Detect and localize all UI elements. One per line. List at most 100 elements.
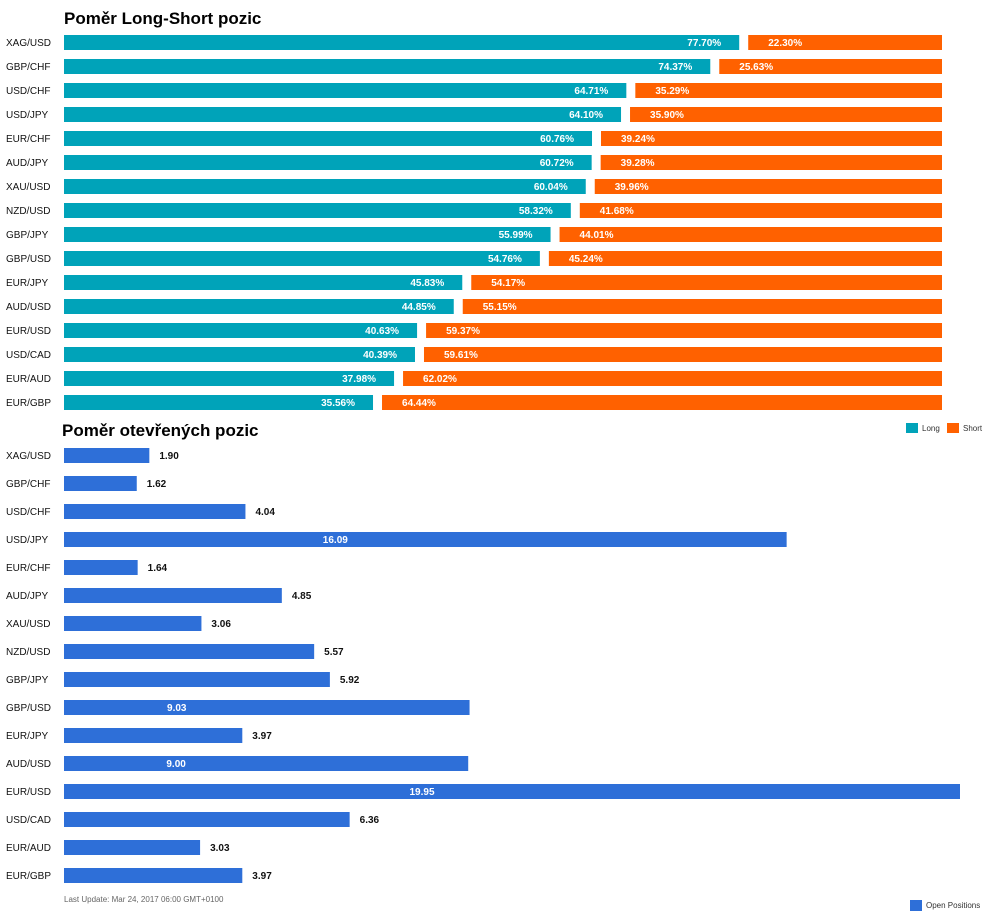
- ls-category-eur-gbp: EUR/GBP: [6, 398, 51, 409]
- op-category-xag-usd: XAG/USD: [6, 451, 51, 462]
- short-value-label: 44.01%: [580, 230, 614, 241]
- ls-category-eur-jpy: EUR/JPY: [6, 278, 49, 289]
- long-bar-aud-usd: [64, 299, 454, 314]
- long-value-label: 37.98%: [342, 374, 376, 385]
- short-bar-gbp-jpy: [559, 227, 942, 242]
- open-positions-bar-aud-usd: [64, 756, 469, 771]
- long-value-label: 35.56%: [321, 398, 355, 409]
- short-bar-xau-usd: [594, 179, 942, 194]
- op-category-gbp-chf: GBP/CHF: [6, 479, 50, 490]
- open-positions-chart: XAG/USD 1.90 GBP/CHF 1.62 USD/CHF 4.04 USD/JPY…: [6, 448, 960, 883]
- short-bar-nzd-usd: [579, 203, 942, 218]
- op-category-usd-chf: USD/CHF: [6, 507, 50, 518]
- last-update-note: Last Update: Mar 24, 2017 06:00 GMT+0100: [64, 895, 224, 904]
- short-value-label: 41.68%: [600, 206, 634, 217]
- op-category-aud-jpy: AUD/JPY: [6, 591, 49, 602]
- op-category-eur-gbp: EUR/GBP: [6, 871, 51, 882]
- ls-category-xau-usd: XAU/USD: [6, 182, 50, 193]
- ls-category-eur-chf: EUR/CHF: [6, 134, 50, 145]
- long-value-label: 40.39%: [363, 350, 397, 361]
- open-positions-bar-gbp-jpy: [64, 672, 330, 687]
- ls-category-gbp-chf: GBP/CHF: [6, 62, 50, 73]
- long-value-label: 60.04%: [534, 182, 568, 193]
- long-value-label: 44.85%: [402, 302, 436, 313]
- short-bar-usd-cad: [423, 347, 942, 362]
- ls-category-gbp-jpy: GBP/JPY: [6, 230, 49, 241]
- op-category-usd-jpy: USD/JPY: [6, 535, 49, 546]
- short-bar-usd-chf: [635, 83, 942, 98]
- long-bar-usd-chf: [64, 83, 627, 98]
- short-value-label: 22.30%: [768, 38, 802, 49]
- long-value-label: 64.71%: [574, 86, 608, 97]
- legend-swatch-long: [906, 423, 918, 433]
- open-positions-bar-eur-aud: [64, 840, 201, 855]
- short-value-label: 45.24%: [569, 254, 603, 265]
- ls-category-aud-jpy: AUD/JPY: [6, 158, 49, 169]
- open-positions-bar-gbp-usd: [64, 700, 470, 715]
- short-value-label: 55.15%: [483, 302, 517, 313]
- short-value-label: 59.37%: [446, 326, 480, 337]
- open-positions-value-label: 16.09: [323, 535, 348, 546]
- long-value-label: 58.32%: [519, 206, 553, 217]
- long-value-label: 77.70%: [687, 38, 721, 49]
- legend-label-long: Long: [922, 424, 940, 433]
- short-value-label: 62.02%: [423, 374, 457, 385]
- open-positions-value-label: 5.92: [340, 675, 360, 686]
- ls-category-eur-aud: EUR/AUD: [6, 374, 51, 385]
- open-positions-value-label: 6.36: [360, 815, 380, 826]
- ls-category-xag-usd: XAG/USD: [6, 38, 51, 49]
- open-positions-bar-eur-chf: [64, 560, 138, 575]
- short-bar-aud-jpy: [600, 155, 942, 170]
- open-positions-value-label: 3.97: [252, 731, 272, 742]
- long-short-chart-title: Poměr Long-Short pozic: [64, 9, 261, 28]
- op-category-usd-cad: USD/CAD: [6, 815, 51, 826]
- open-positions-bar-eur-usd: [64, 784, 960, 799]
- open-positions-value-label: 4.04: [255, 507, 275, 518]
- op-category-eur-jpy: EUR/JPY: [6, 731, 49, 742]
- op-category-aud-usd: AUD/USD: [6, 759, 51, 770]
- legend-label-open: Open Positions: [926, 901, 980, 910]
- ls-category-usd-cad: USD/CAD: [6, 350, 51, 361]
- ls-category-aud-usd: AUD/USD: [6, 302, 51, 313]
- open-positions-bar-eur-jpy: [64, 728, 243, 743]
- legend-swatch-short: [947, 423, 959, 433]
- short-value-label: 54.17%: [491, 278, 525, 289]
- open-positions-bar-nzd-usd: [64, 644, 315, 659]
- short-bar-eur-gbp: [382, 395, 943, 410]
- op-category-eur-chf: EUR/CHF: [6, 563, 50, 574]
- open-positions-value-label: 3.97: [252, 871, 272, 882]
- op-category-gbp-jpy: GBP/JPY: [6, 675, 49, 686]
- long-bar-eur-gbp: [64, 395, 374, 410]
- short-bar-usd-jpy: [630, 107, 942, 122]
- open-positions-value-label: 1.64: [148, 563, 168, 574]
- long-bar-xau-usd: [64, 179, 586, 194]
- long-short-chart: XAG/USD 77.70% 22.30% GBP/CHF 74.37% 25.63% US…: [6, 35, 943, 410]
- long-value-label: 54.76%: [488, 254, 522, 265]
- long-bar-xag-usd: [64, 35, 740, 50]
- long-value-label: 40.63%: [365, 326, 399, 337]
- op-category-nzd-usd: NZD/USD: [6, 647, 50, 658]
- short-bar-aud-usd: [462, 299, 942, 314]
- short-value-label: 35.29%: [655, 86, 689, 97]
- short-value-label: 59.61%: [444, 350, 478, 361]
- long-bar-gbp-usd: [64, 251, 540, 266]
- ls-category-eur-usd: EUR/USD: [6, 326, 51, 337]
- open-positions-value-label: 3.06: [211, 619, 231, 630]
- op-category-eur-aud: EUR/AUD: [6, 843, 51, 854]
- open-positions-chart-title: Poměr otevřených pozic: [62, 421, 259, 440]
- long-bar-eur-usd: [64, 323, 418, 338]
- open-positions-bar-usd-cad: [64, 812, 350, 827]
- short-bar-eur-chf: [601, 131, 942, 146]
- op-category-eur-usd: EUR/USD: [6, 787, 51, 798]
- short-value-label: 39.28%: [621, 158, 655, 169]
- open-positions-value-label: 4.85: [292, 591, 312, 602]
- long-value-label: 64.10%: [569, 110, 603, 121]
- op-category-xau-usd: XAU/USD: [6, 619, 50, 630]
- legend-swatch-open: [910, 900, 922, 911]
- ls-category-gbp-usd: GBP/USD: [6, 254, 51, 265]
- short-bar-xag-usd: [748, 35, 942, 50]
- short-bar-eur-usd: [426, 323, 942, 338]
- short-value-label: 39.96%: [615, 182, 649, 193]
- long-bar-aud-jpy: [64, 155, 592, 170]
